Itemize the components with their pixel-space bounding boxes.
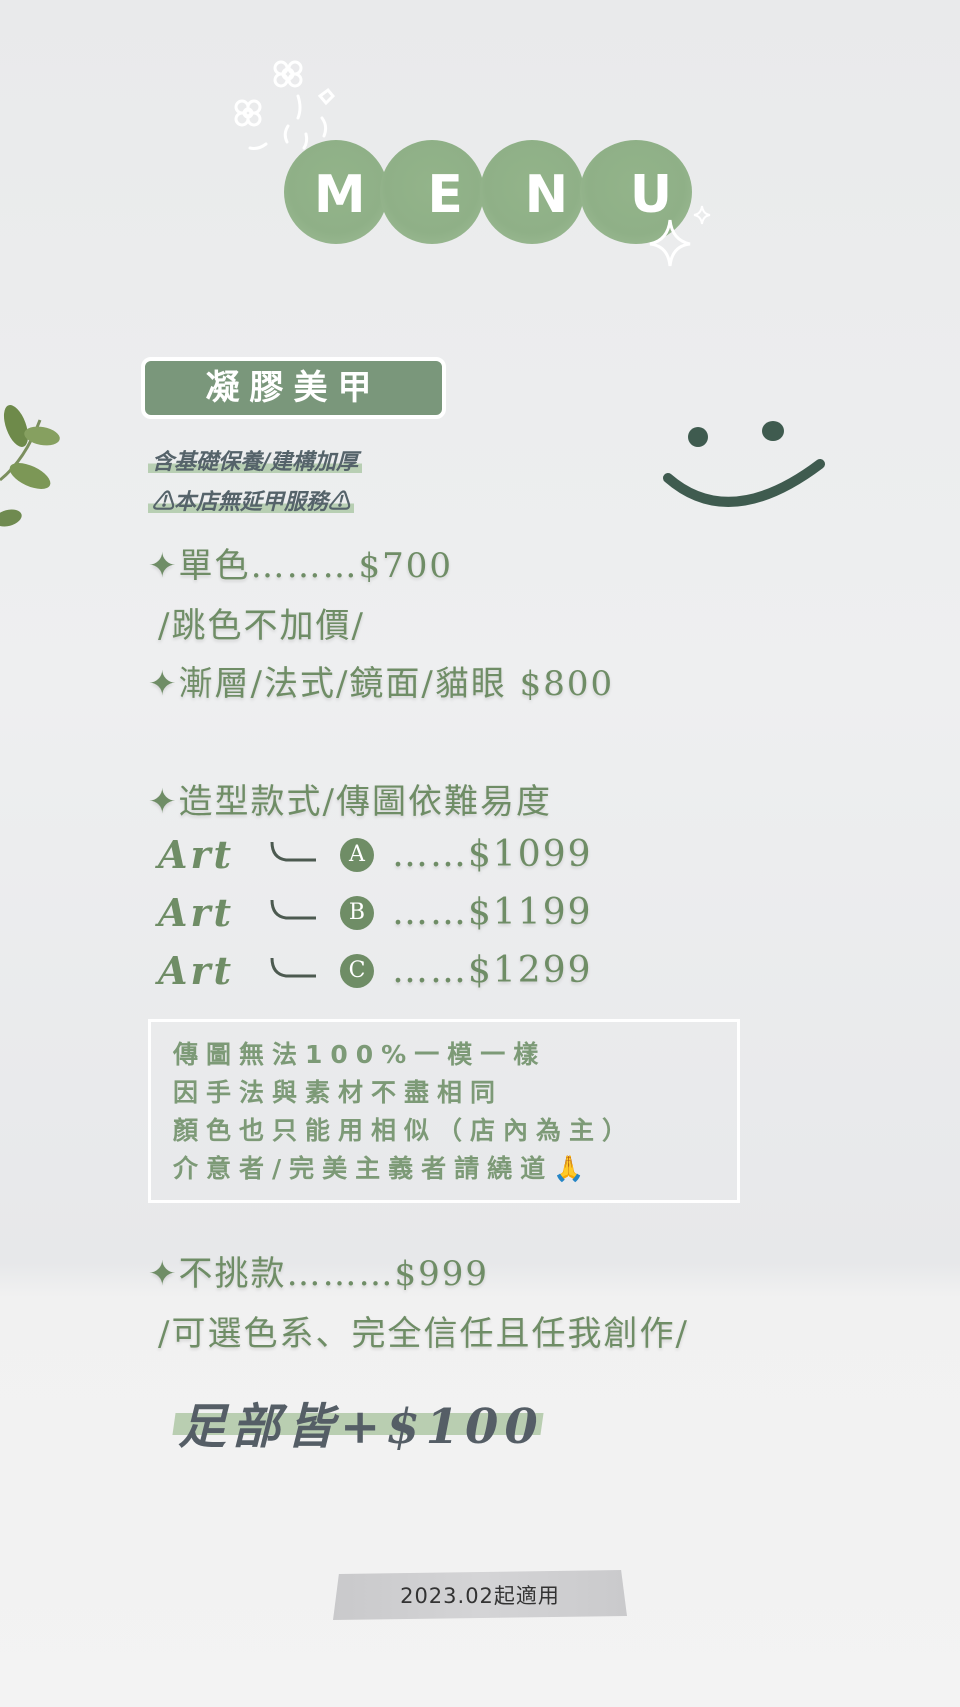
art-label: Art (158, 948, 235, 993)
foot-surcharge: 足部皆+$100 (172, 1387, 544, 1457)
tier-badge: B (340, 895, 374, 930)
hook-arrow-icon (270, 841, 316, 861)
item-effects: ✦漸層/法式/鏡面/貓眼 $800 (148, 664, 615, 704)
art-tier-row: Art B ……$1199 (158, 890, 593, 935)
title-letter: M (313, 165, 368, 225)
effective-date: 2023.02起適用 (400, 1584, 560, 1608)
tier-price: ……$1299 (392, 950, 593, 991)
disclaimer-line: 傳圖無法100%一模一樣 (173, 1040, 547, 1069)
title-letter: U (629, 165, 675, 225)
tier-price: ……$1099 (392, 834, 593, 875)
foot-surcharge-text: 足部皆+$100 (178, 1399, 544, 1455)
sparkle-icon (649, 205, 711, 267)
tier-badge: C (340, 953, 374, 988)
item-freestyle-note: /可選色系、完全信任且任我創作/ (158, 1314, 689, 1354)
service-note: 含基礎保養/建構加厚 (148, 444, 363, 476)
tier-badge: A (340, 837, 374, 872)
service-note-text: 含基礎保養/建構加厚 (148, 449, 363, 475)
warning-note: ⚠本店無延甲服務⚠ (148, 484, 355, 516)
art-label: Art (158, 890, 235, 935)
disclaimer-line: 介意者/完美主義者請繞道🙏 (173, 1154, 593, 1183)
tier-price: ……$1199 (392, 892, 593, 933)
disclaimer-box: 傳圖無法100%一模一樣 因手法與素材不盡相同 顏色也只能用相似（店內為主） 介… (148, 1019, 740, 1203)
category-banner: 凝膠美甲 (141, 357, 446, 419)
effective-date-tape: 2023.02起適用 (333, 1570, 627, 1620)
leaf-branch-icon (0, 405, 60, 527)
hook-arrow-icon (270, 899, 316, 919)
disclaimer-line: 因手法與素材不盡相同 (173, 1078, 504, 1107)
title-letter: E (427, 165, 465, 225)
disclaimer-line: 顏色也只能用相似（店內為主） (173, 1116, 636, 1145)
item-solid-color-note: /跳色不加價/ (158, 606, 365, 646)
title-background (284, 140, 700, 250)
hook-arrow-icon (270, 957, 316, 977)
art-tier-row: Art C ……$1299 (158, 948, 593, 993)
art-label: Art (158, 832, 235, 877)
item-freestyle: ✦不挑款………$999 (148, 1254, 490, 1294)
art-tier-row: Art A ……$1099 (158, 832, 593, 877)
smiley-face-icon (663, 421, 825, 507)
item-solid-color: ✦單色………$700 (148, 546, 454, 586)
title-letter: N (524, 165, 571, 225)
item-design: ✦造型款式/傳圖依難易度 (148, 782, 552, 822)
warning-note-text: ⚠本店無延甲服務⚠ (148, 489, 355, 515)
page-title: M E N U (284, 150, 704, 240)
flower-doodle-icon (234, 60, 336, 150)
